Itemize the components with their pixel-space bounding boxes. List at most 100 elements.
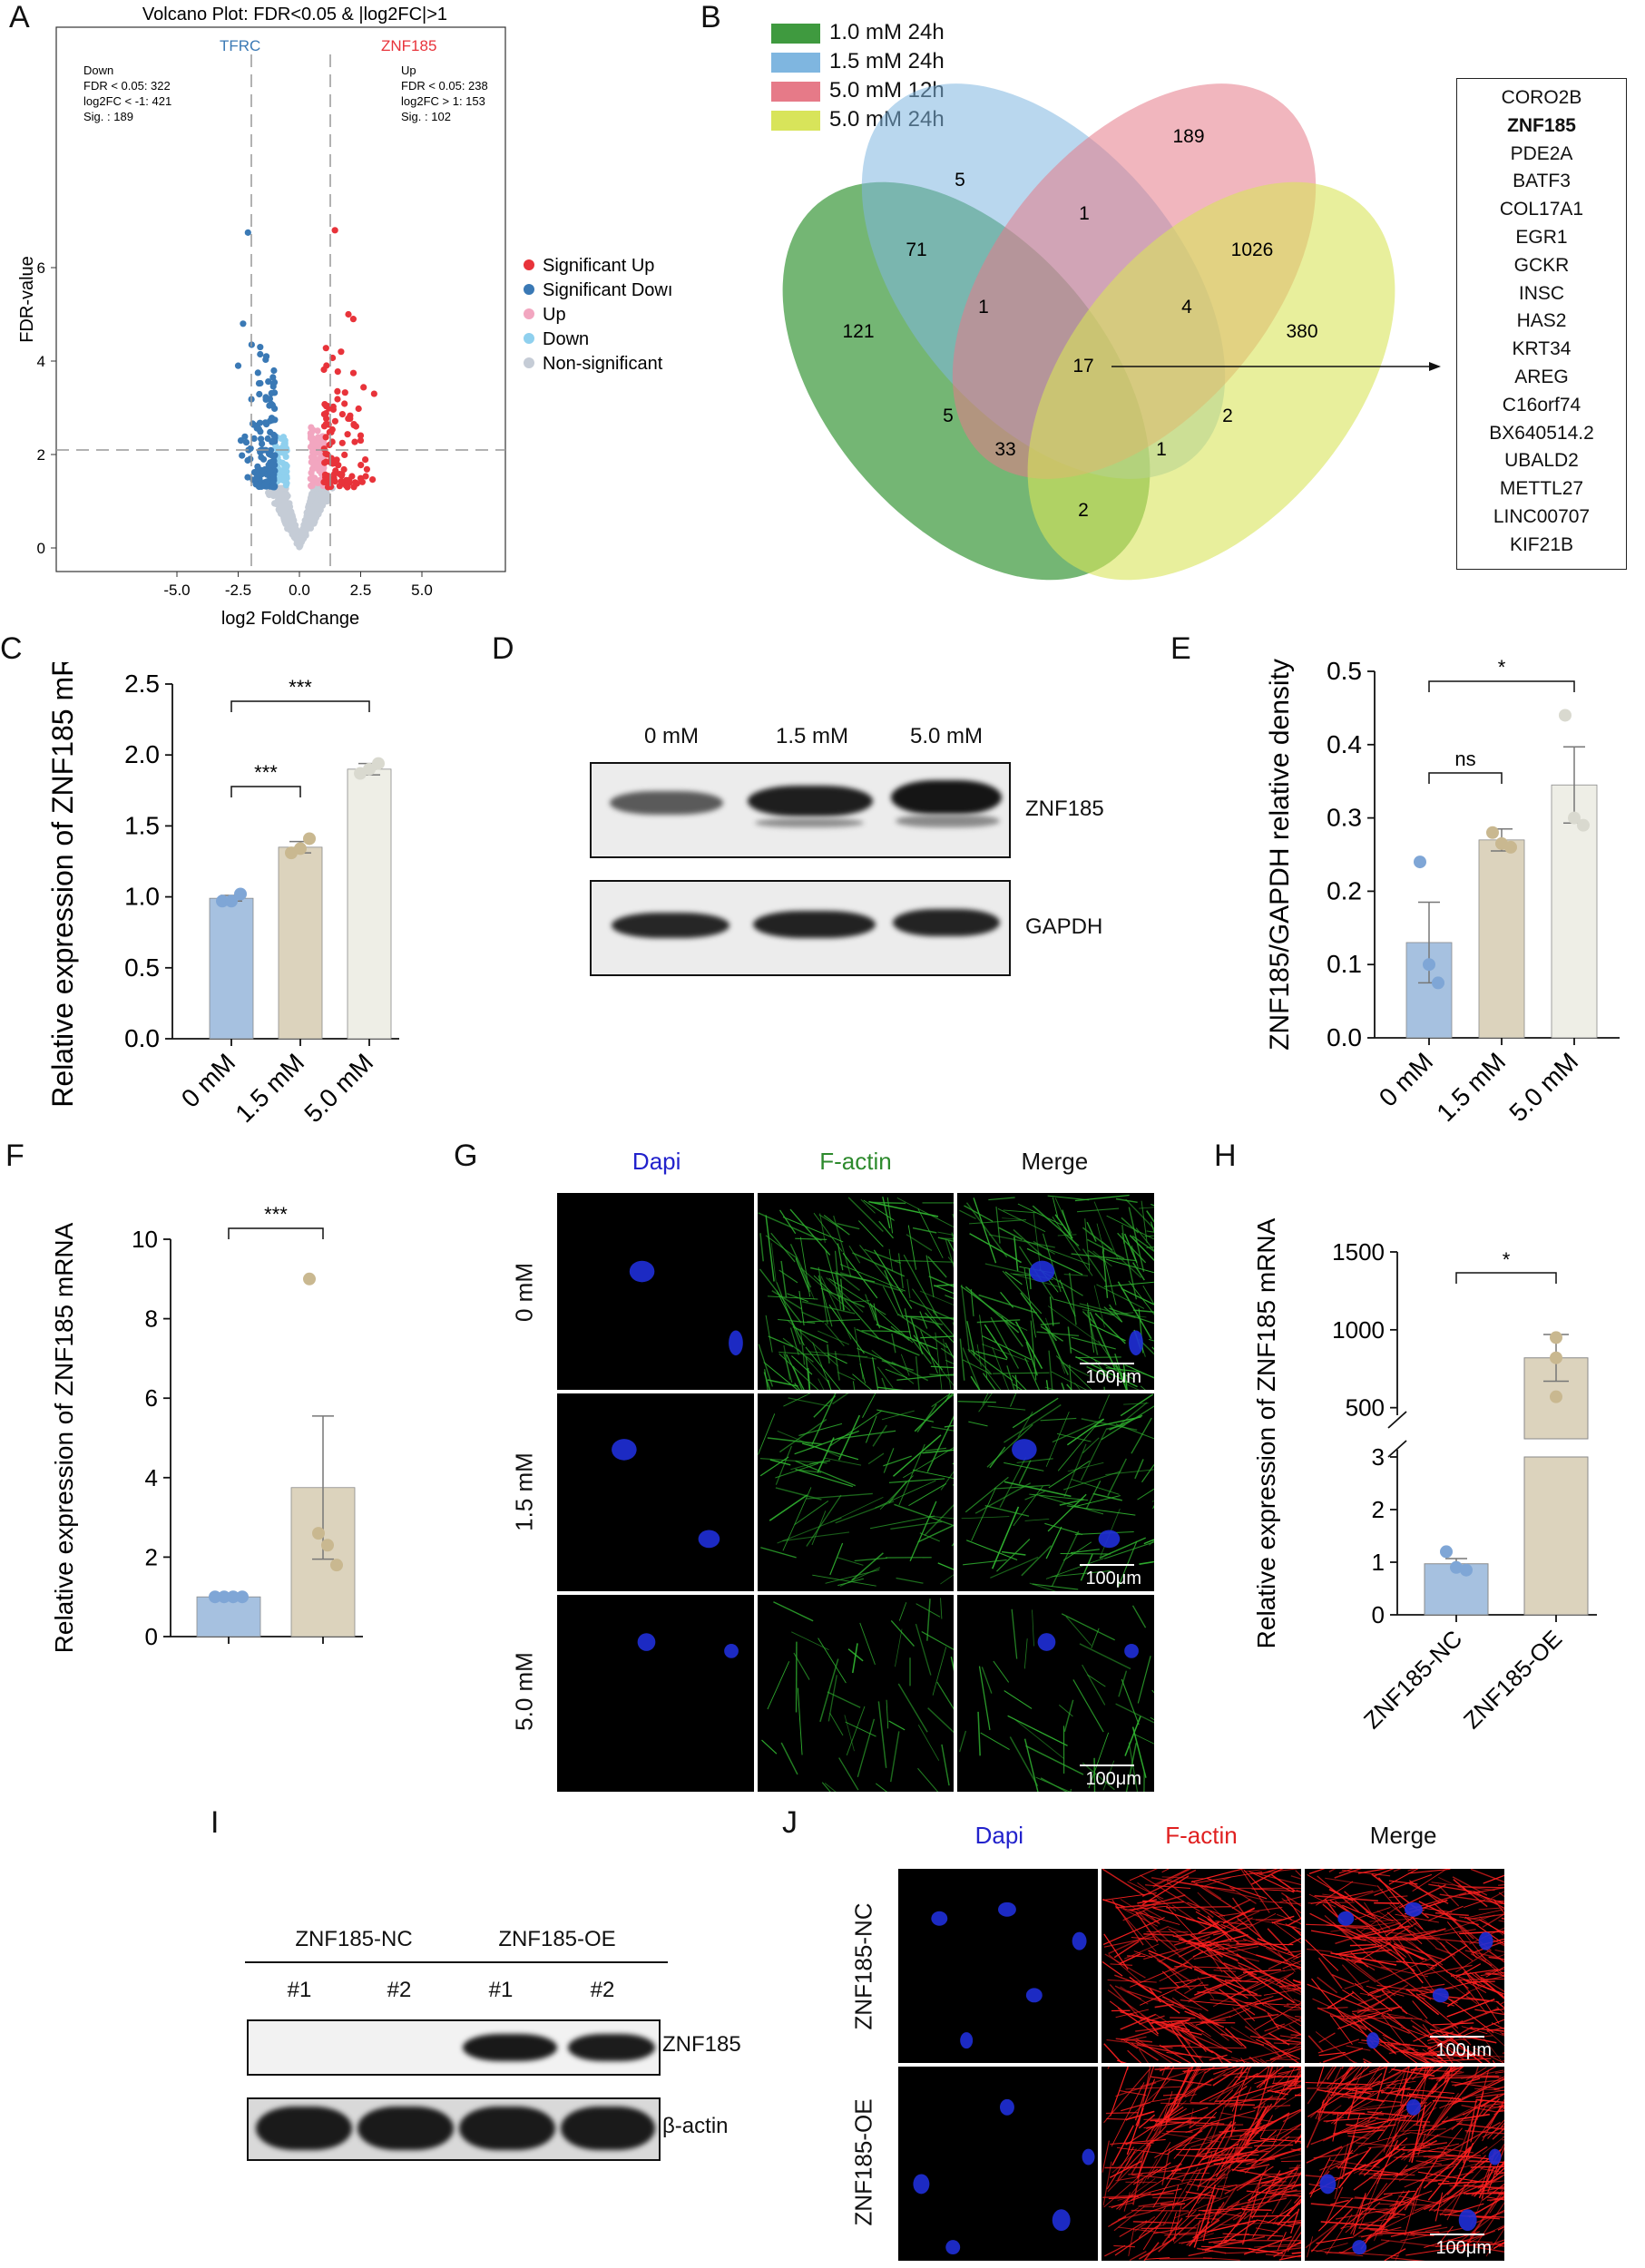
actin-fiber bbox=[1249, 2214, 1290, 2217]
actin-fiber bbox=[912, 1470, 955, 1480]
volcano-ytick-label: 6 bbox=[37, 259, 45, 277]
actin-fiber bbox=[1327, 1991, 1355, 2009]
actin-fiber bbox=[1209, 2122, 1262, 2165]
point-significant-up bbox=[338, 348, 345, 356]
volcano-legend-dot bbox=[524, 357, 534, 368]
actin-fiber bbox=[1027, 1247, 1083, 1276]
actin-fiber bbox=[851, 1642, 858, 1673]
y-tick-label: 0.3 bbox=[1327, 804, 1362, 832]
actin-fiber bbox=[1474, 2202, 1504, 2247]
actin-fiber bbox=[978, 1294, 1038, 1315]
actin-fiber bbox=[1434, 1911, 1469, 1917]
actin-fiber bbox=[1190, 2022, 1211, 2038]
actin-fiber bbox=[877, 1220, 894, 1239]
actin-fiber bbox=[1493, 2107, 1504, 2116]
actin-fiber bbox=[1201, 2235, 1266, 2251]
actin-fiber bbox=[1444, 2203, 1484, 2216]
point-significant-down bbox=[270, 474, 278, 482]
actin-fiber bbox=[1131, 2042, 1159, 2061]
actin-fiber bbox=[1129, 1869, 1158, 1882]
actin-fiber bbox=[779, 1260, 788, 1298]
venn-legend-2: 1.5 mM 24h bbox=[829, 49, 945, 73]
actin-fiber bbox=[1482, 2037, 1503, 2063]
actin-fiber bbox=[906, 1315, 955, 1319]
blot-znf185-d bbox=[590, 762, 1011, 858]
actin-fiber bbox=[1146, 1210, 1154, 1223]
actin-fiber bbox=[937, 1562, 955, 1571]
actin-fiber bbox=[1480, 2075, 1504, 2079]
actin-fiber bbox=[966, 1321, 975, 1356]
y-axis-label: Relative expression of ZNF185 mRNA bbox=[50, 1222, 78, 1651]
actin-fiber bbox=[1172, 2205, 1182, 2243]
actin-fiber bbox=[1356, 2142, 1387, 2146]
actin-fiber bbox=[1486, 2027, 1504, 2032]
volcano-down-stat: log2FC < -1: 421 bbox=[83, 94, 171, 108]
actin-fiber bbox=[1174, 1975, 1217, 1984]
actin-fiber bbox=[985, 1370, 1002, 1391]
actin-fiber bbox=[1375, 2117, 1431, 2123]
actin-fiber bbox=[932, 1311, 955, 1337]
volcano-legend-label: Down bbox=[543, 329, 589, 349]
x-tick-label: 5.0 mM bbox=[1503, 1047, 1583, 1127]
actin-fiber bbox=[1106, 1258, 1154, 1274]
actin-fiber bbox=[1428, 2076, 1499, 2079]
actin-fiber bbox=[926, 1256, 947, 1278]
actin-fiber bbox=[882, 1455, 912, 1467]
actin-fiber bbox=[908, 1299, 955, 1321]
nucleus bbox=[1124, 1643, 1140, 1658]
actin-fiber bbox=[1180, 1999, 1249, 2007]
microscopy-image bbox=[1102, 1869, 1301, 2063]
actin-fiber bbox=[852, 1381, 855, 1391]
actin-fiber bbox=[1007, 1715, 1069, 1746]
actin-fiber bbox=[1065, 1616, 1092, 1646]
data-point bbox=[1432, 976, 1444, 990]
actin-fiber bbox=[1103, 1306, 1123, 1323]
actin-fiber bbox=[765, 1315, 773, 1353]
actin-fiber bbox=[1244, 1970, 1286, 1982]
actin-fiber bbox=[1240, 1869, 1270, 1913]
actin-fiber bbox=[1287, 2201, 1301, 2216]
actin-fiber bbox=[839, 1264, 906, 1292]
actin-fiber bbox=[1242, 1938, 1299, 1959]
actin-fiber bbox=[818, 1213, 826, 1243]
actin-fiber bbox=[1195, 2121, 1237, 2157]
actin-fiber bbox=[1106, 2118, 1129, 2120]
actin-fiber bbox=[1263, 2067, 1274, 2090]
actin-fiber bbox=[1439, 2098, 1462, 2109]
actin-fiber bbox=[1350, 1951, 1369, 1968]
data-point bbox=[1460, 1563, 1473, 1577]
actin-fiber bbox=[1167, 1926, 1235, 1953]
actin-fiber bbox=[1386, 2087, 1411, 2095]
actin-fiber bbox=[951, 1232, 955, 1246]
actin-fiber bbox=[1252, 2105, 1291, 2108]
actin-fiber bbox=[984, 1324, 1009, 1359]
actin-fiber bbox=[1472, 2046, 1504, 2063]
bar bbox=[196, 1596, 261, 1637]
actin-fiber bbox=[818, 1266, 828, 1325]
actin-fiber bbox=[1108, 2215, 1127, 2227]
band bbox=[610, 791, 723, 815]
actin-fiber bbox=[1352, 2067, 1366, 2093]
actin-fiber bbox=[1323, 2048, 1364, 2063]
band bbox=[256, 2107, 352, 2150]
actin-fiber bbox=[1336, 2165, 1399, 2175]
point-significant-up bbox=[347, 415, 354, 422]
actin-fiber bbox=[1162, 2166, 1199, 2226]
actin-fiber bbox=[1474, 2087, 1504, 2091]
point-significant-up bbox=[332, 457, 339, 464]
venn-gene: GCKR bbox=[1513, 254, 1570, 276]
actin-fiber bbox=[1110, 1963, 1133, 1966]
actin-fiber bbox=[1294, 2195, 1301, 2204]
actin-fiber bbox=[1388, 1895, 1408, 1898]
actin-fiber bbox=[886, 1197, 893, 1234]
actin-fiber bbox=[1247, 2103, 1273, 2142]
actin-fiber bbox=[1092, 1250, 1113, 1267]
actin-fiber bbox=[1135, 2040, 1182, 2063]
blot-gapdh-d bbox=[590, 880, 1011, 976]
actin-fiber bbox=[759, 1547, 797, 1559]
actin-fiber bbox=[757, 1413, 775, 1456]
actin-fiber bbox=[1150, 2116, 1216, 2122]
actin-fiber bbox=[1206, 1886, 1264, 1901]
actin-fiber bbox=[1059, 1499, 1085, 1507]
